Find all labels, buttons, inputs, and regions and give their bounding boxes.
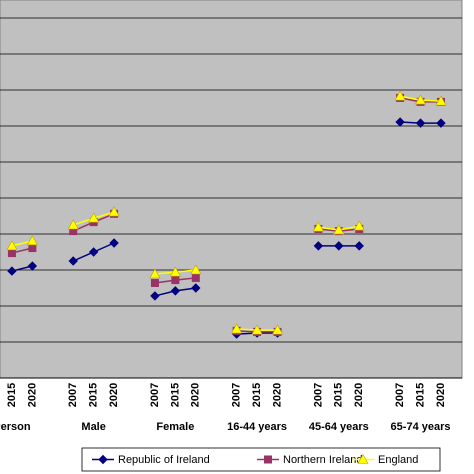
marker [272, 324, 284, 335]
marker [169, 266, 181, 277]
legend-label: England [378, 454, 418, 466]
plot-area [0, 0, 463, 379]
group-label: 65-74 years [391, 421, 451, 433]
marker [149, 268, 161, 279]
x-tick-label: 2015 [333, 383, 345, 407]
x-tick-label: 2015 [251, 383, 263, 407]
x-tick-label: 2020 [353, 383, 365, 407]
x-tick-label: 2007 [149, 383, 161, 407]
marker [191, 283, 201, 293]
marker [7, 249, 16, 258]
marker [231, 323, 243, 334]
group-label: 45-64 years [309, 421, 369, 433]
group-label: Person [0, 421, 31, 433]
marker [88, 247, 99, 257]
marker [150, 291, 160, 301]
legend-marker [98, 454, 108, 465]
marker [251, 324, 263, 335]
marker [190, 264, 202, 275]
x-tick-label: 2007 [67, 383, 79, 407]
x-tick-label: 2020 [26, 383, 38, 407]
marker [333, 224, 345, 235]
legend-marker [264, 455, 272, 464]
marker [171, 276, 180, 285]
marker [354, 241, 364, 251]
marker [415, 94, 427, 105]
marker [353, 220, 365, 231]
x-tick-label: 2020 [108, 383, 120, 407]
marker [27, 261, 38, 271]
marker [415, 118, 426, 128]
marker [109, 238, 119, 248]
marker [436, 118, 446, 128]
x-tick-label: 2007 [231, 383, 243, 407]
marker [395, 117, 405, 127]
legend-label: Republic of Ireland [118, 454, 210, 466]
group-label: Male [81, 421, 105, 433]
x-tick-label: 2015 [6, 383, 18, 407]
marker [435, 95, 447, 106]
marker [7, 266, 17, 276]
marker [67, 219, 79, 230]
x-tick-label: 2015 [414, 383, 426, 407]
group-label: 16-44 years [227, 421, 287, 433]
x-tick-label: 2007 [394, 383, 406, 407]
x-tick-label: 2015 [88, 383, 100, 407]
x-tick-label: 2020 [190, 383, 202, 407]
marker [6, 240, 18, 251]
marker [28, 244, 37, 253]
legend-marker [357, 453, 369, 464]
marker [334, 241, 344, 251]
marker [88, 212, 100, 223]
marker [108, 206, 120, 217]
marker [170, 286, 181, 296]
marker [68, 256, 78, 266]
x-tick-label: 2020 [435, 383, 447, 407]
marker [313, 241, 324, 251]
marker [191, 273, 200, 282]
x-tick-label: 2007 [312, 383, 324, 407]
x-tick-label: 2015 [169, 383, 181, 407]
marker [394, 90, 406, 101]
marker [312, 221, 324, 232]
group-label: Female [156, 421, 194, 433]
x-tick-label: 2020 [271, 383, 283, 407]
legend-label: Northern Ireland [283, 454, 363, 466]
marker [26, 235, 38, 246]
marker [150, 278, 159, 287]
